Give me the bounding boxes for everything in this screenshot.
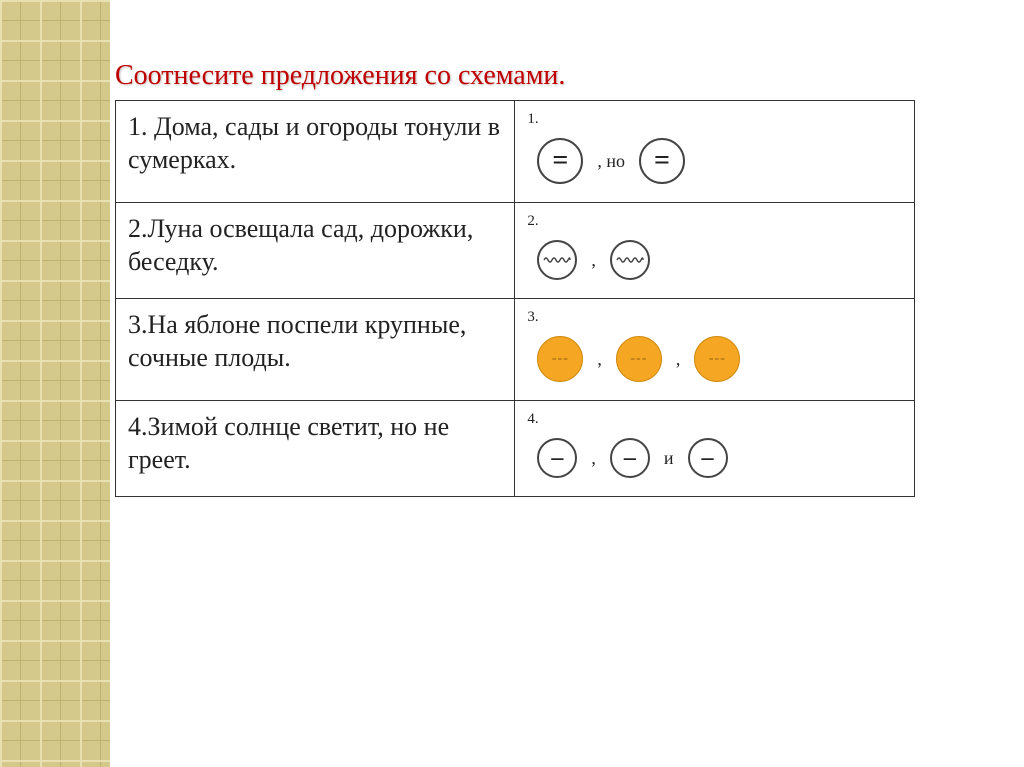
schema-number: 4.	[527, 411, 902, 428]
schema-separator: , но	[597, 151, 625, 172]
schema-separator: ,	[591, 448, 596, 469]
table-row: 1. Дома, сады и огороды тонули в сумерка…	[116, 101, 915, 203]
schema-number: 2.	[527, 213, 902, 230]
schema-row: ---, ---, ---	[527, 332, 902, 390]
side-pattern	[0, 0, 110, 767]
circle-glyph: =	[552, 145, 568, 177]
table-row: 3.На яблоне поспели крупные, сочные плод…	[116, 299, 915, 401]
schema-cell: 2.,	[515, 203, 915, 299]
exercise-table: 1. Дома, сады и огороды тонули в сумерка…	[115, 100, 915, 497]
schema-row: –, – и –	[527, 434, 902, 486]
schema-circle: ---	[616, 336, 662, 382]
schema-circle: ---	[694, 336, 740, 382]
schema-cell: 3. ---, ---, ---	[515, 299, 915, 401]
slide-content: Соотнесите предложения со схемами. 1. До…	[115, 60, 995, 497]
schema-circle: =	[537, 138, 583, 184]
schema-circle: –	[688, 438, 728, 478]
circle-glyph: =	[654, 145, 670, 177]
schema-row: ,	[527, 236, 902, 288]
schema-circle	[610, 240, 650, 280]
sentence-cell: 3.На яблоне поспели крупные, сочные плод…	[116, 299, 515, 401]
schema-circle: –	[610, 438, 650, 478]
table-row: 4.Зимой солнце светит, но не греет.4.–,–…	[116, 401, 915, 497]
schema-separator: ,	[591, 250, 596, 271]
wave-icon	[616, 255, 644, 265]
circle-glyph: –	[551, 445, 563, 472]
table-row: 2.Луна освещала сад, дорожки, беседку.2.…	[116, 203, 915, 299]
schema-row: = , но =	[527, 134, 902, 192]
schema-circle	[537, 240, 577, 280]
schema-circle: =	[639, 138, 685, 184]
sentence-cell: 2.Луна освещала сад, дорожки, беседку.	[116, 203, 515, 299]
schema-separator: ,	[676, 349, 681, 370]
sentence-cell: 1. Дома, сады и огороды тонули в сумерка…	[116, 101, 515, 203]
circle-glyph: –	[702, 445, 714, 472]
circle-glyph: ---	[709, 351, 726, 367]
schema-cell: 1. = , но =	[515, 101, 915, 203]
circle-glyph: ---	[630, 351, 647, 367]
circle-glyph: –	[624, 445, 636, 472]
schema-separator: и	[664, 448, 674, 469]
schema-cell: 4. –, – и –	[515, 401, 915, 497]
schema-separator: ,	[597, 349, 602, 370]
wave-icon	[543, 255, 571, 265]
sentence-cell: 4.Зимой солнце светит, но не греет.	[116, 401, 515, 497]
schema-number: 1.	[527, 111, 902, 128]
schema-circle: ---	[537, 336, 583, 382]
schema-number: 3.	[527, 309, 902, 326]
circle-glyph: ---	[552, 351, 569, 367]
page-title: Соотнесите предложения со схемами.	[115, 60, 995, 92]
schema-circle: –	[537, 438, 577, 478]
